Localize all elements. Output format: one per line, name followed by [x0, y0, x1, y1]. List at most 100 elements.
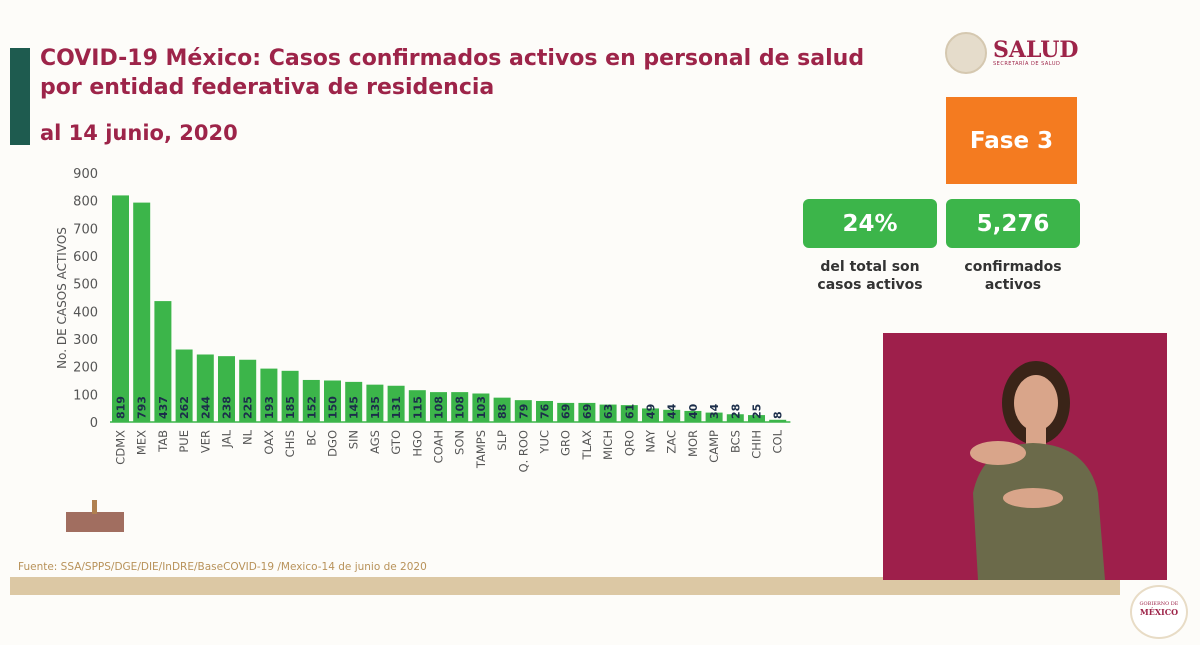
x-tick-label: DGO [326, 430, 340, 457]
source-note: Fuente: SSA/SPPS/DGE/DIE/InDRE/BaseCOVID… [18, 561, 427, 573]
x-tick-label: CDMX [114, 430, 128, 465]
y-tick-label: 500 [73, 278, 98, 293]
bar-value-label: 131 [390, 396, 403, 419]
y-tick-label: 400 [73, 305, 98, 320]
x-tick-label: SON [453, 430, 467, 455]
bar-CDMX [112, 195, 129, 422]
page-subtitle: al 14 junio, 2020 [40, 121, 238, 145]
kpi-confirmed-label: confirmados activos [964, 259, 1062, 293]
x-tick-label: TAB [156, 430, 170, 453]
bar-MICH [599, 404, 617, 422]
bar-chart: 0 100 200 300 400 500 600 700 800 900 No. DE CASOS… [55, 167, 791, 472]
x-tick-label: CHIH [750, 430, 764, 459]
bar-ZAC [663, 409, 681, 422]
x-tick-label: MOR [686, 430, 700, 457]
bar-value-label: 262 [178, 396, 191, 419]
bar-value-label: 108 [433, 396, 446, 419]
bar-HGO [408, 390, 426, 422]
bar-SLP [493, 397, 511, 422]
x-tick-label: GRO [559, 430, 573, 456]
x-tick-label: Q. ROO [516, 430, 530, 472]
seal-icon [945, 32, 987, 74]
bar-DGO [324, 380, 341, 422]
kpi-percent: 24% [803, 199, 937, 248]
bar-value-label: 40 [687, 403, 700, 419]
bar-BCS [726, 414, 744, 422]
x-tick-label: HGO [410, 430, 424, 457]
x-tick-label: VER [198, 430, 212, 453]
bar-value-label: 225 [242, 396, 255, 419]
x-tick-label: ZAC [665, 430, 679, 454]
y-tick-label: 300 [73, 333, 98, 348]
bar-NL [239, 359, 257, 422]
bar-value-label: 69 [560, 404, 573, 419]
bar-value-label: 238 [221, 396, 234, 419]
bar-value-label: 25 [751, 404, 764, 419]
x-tick-label: AGS [368, 430, 382, 454]
bar-value-label: 34 [708, 403, 721, 419]
bar-value-label: 8 [772, 411, 785, 419]
bar-value-label: 115 [411, 396, 424, 419]
y-tick-label: 800 [73, 195, 98, 210]
bar-value-label: 244 [199, 396, 212, 419]
bar-GRO [557, 402, 575, 422]
x-tick-label: OAX [262, 430, 276, 455]
bar-YUC [536, 400, 553, 422]
gob-line1: GOBIERNO DE [1139, 601, 1179, 607]
bar-BC [302, 379, 320, 422]
bar-PUE [175, 349, 193, 422]
heroes-emblem [62, 498, 128, 532]
bar-value-label: 49 [645, 404, 658, 419]
accent-bar [10, 48, 30, 145]
bar-value-label: 44 [666, 403, 679, 419]
bar-value-label: 63 [602, 404, 615, 419]
bar-value-label: 793 [136, 396, 149, 419]
bar-value-label: 61 [623, 404, 636, 419]
gob-line2: MÉXICO [1139, 607, 1179, 617]
bar-SIN [345, 381, 363, 422]
bar-value-label: 185 [284, 396, 297, 419]
y-tick-label: 0 [90, 416, 98, 431]
x-tick-label: BCS [728, 430, 742, 453]
bar-SON [451, 392, 469, 422]
bar-value-label: 152 [305, 396, 318, 419]
x-tick-label: SIN [347, 430, 361, 449]
bar-value-label: 145 [348, 396, 361, 419]
salud-logo: SALUD SECRETARÍA DE SALUD [945, 32, 1079, 74]
sign-language-interpreter-video [883, 333, 1167, 580]
x-tick-label: PUE [177, 430, 191, 453]
bar-value-label: 28 [729, 404, 742, 419]
y-tick-label: 200 [73, 361, 98, 376]
x-tick-label: NL [241, 429, 255, 445]
x-tick-label: BC [304, 430, 318, 446]
bar-TAMPS [472, 393, 490, 422]
bar-COAH [430, 392, 447, 422]
bar-CHIH [748, 415, 765, 422]
bar-CHIS [281, 370, 299, 422]
phase-badge: Fase 3 [946, 97, 1077, 184]
bar-AGS [366, 384, 384, 422]
bar-value-label: 79 [517, 404, 530, 419]
bar-MOR [684, 410, 702, 422]
bar-value-label: 193 [263, 396, 276, 419]
x-tick-label: YUC [538, 430, 552, 454]
bar-value-label: 88 [496, 404, 509, 419]
bar-Q. ROO [514, 400, 532, 422]
x-tick-label: JAL [220, 429, 234, 448]
bar-JAL [218, 356, 235, 422]
bar-value-label: 135 [369, 396, 382, 419]
x-tick-label: GTO [389, 430, 403, 455]
footer-strip [10, 577, 1120, 595]
kpi-confirmed: 5,276 [946, 199, 1080, 248]
gobierno-mexico-logo: GOBIERNO DE MÉXICO [1130, 585, 1188, 639]
y-tick-label: 900 [73, 167, 98, 182]
bar-TLAX [578, 402, 596, 422]
bar-value-label: 437 [157, 396, 170, 419]
logo-name: SALUD [993, 37, 1079, 63]
x-tick-label: MEX [135, 430, 149, 455]
y-tick-label: 600 [73, 250, 98, 265]
bar-TAB [154, 301, 172, 422]
x-tick-label: CHIS [283, 430, 297, 457]
y-axis-label: No. DE CASOS ACTIVOS [55, 227, 69, 369]
logo-sub: SECRETARÍA DE SALUD [993, 61, 1061, 67]
